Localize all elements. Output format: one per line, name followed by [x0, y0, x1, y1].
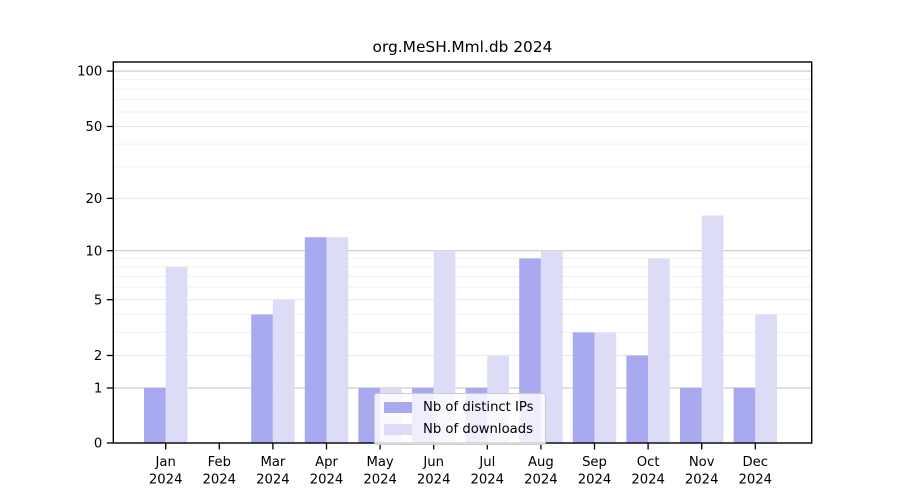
- x-tick-year: 2024: [363, 473, 397, 488]
- bar-downloads-jan: [165, 266, 188, 443]
- x-tick-year: 2024: [685, 473, 719, 488]
- bar-distinct-ips-nov: [680, 387, 702, 443]
- x-tick-label-nov: Nov 2024: [685, 455, 719, 488]
- y-tick-label: 20: [86, 192, 103, 207]
- x-tick-label-may: May 2024: [363, 455, 397, 488]
- x-tick-year: 2024: [310, 473, 344, 488]
- x-tick-label-jul: Jul 2024: [471, 455, 505, 488]
- x-tick-label-dec: Dec 2024: [739, 455, 773, 488]
- x-tick-label-jan: Jan 2024: [149, 455, 183, 488]
- legend-swatch-downloads: [384, 424, 412, 435]
- bar-distinct-ips-mar: [251, 314, 273, 443]
- x-tick-month: May: [366, 455, 393, 470]
- x-tick-month: Nov: [689, 455, 715, 470]
- y-tick-label: 50: [86, 120, 103, 135]
- x-tick-year: 2024: [631, 473, 665, 488]
- x-tick-year: 2024: [524, 473, 558, 488]
- y-tick-label: 1: [94, 382, 102, 397]
- legend-label-distinct-ips: Nb of distinct IPs: [423, 400, 534, 415]
- x-tick-label-oct: Oct 2024: [631, 455, 665, 488]
- x-tick-year: 2024: [256, 473, 290, 488]
- x-tick-month: Oct: [637, 455, 660, 470]
- x-tick-label-mar: Mar 2024: [256, 455, 290, 488]
- bar-downloads-nov: [701, 215, 724, 443]
- x-tick-year: 2024: [578, 473, 612, 488]
- x-tick-month: Feb: [208, 455, 231, 470]
- legend-item-distinct-ips: Nb of distinct IPs: [384, 400, 536, 415]
- x-tick-month: Jan: [155, 455, 176, 470]
- x-tick-month: Apr: [315, 455, 338, 470]
- y-tick-label: 2: [94, 349, 102, 364]
- x-tick-month: Aug: [528, 455, 554, 470]
- x-tick-year: 2024: [471, 473, 505, 488]
- x-tick-year: 2024: [417, 473, 451, 488]
- y-tick-label: 100: [77, 65, 102, 80]
- y-tick-label: 10: [86, 244, 103, 259]
- legend-item-downloads: Nb of downloads: [384, 422, 536, 437]
- bar-downloads-oct: [648, 258, 670, 443]
- x-tick-month: Dec: [743, 455, 769, 470]
- x-tick-label-apr: Apr 2024: [310, 455, 344, 488]
- x-tick-month: Jun: [422, 455, 444, 470]
- bar-distinct-ips-jan: [144, 387, 166, 443]
- bar-distinct-ips-sep: [572, 332, 595, 443]
- legend-swatch-distinct-ips: [384, 402, 412, 413]
- legend-label-downloads: Nb of downloads: [423, 422, 533, 437]
- x-tick-month: Sep: [582, 455, 607, 470]
- bar-downloads-aug: [540, 250, 563, 443]
- chart-legend: Nb of distinct IPs Nb of downloads: [374, 393, 546, 445]
- x-tick-label-feb: Feb 2024: [203, 455, 237, 488]
- bar-distinct-ips-apr: [304, 237, 327, 443]
- bar-downloads-mar: [272, 299, 295, 443]
- bar-downloads-sep: [594, 332, 617, 443]
- x-tick-label-aug: Aug 2024: [524, 455, 558, 488]
- y-tick-label: 5: [94, 293, 102, 308]
- x-tick-year: 2024: [739, 473, 773, 488]
- x-tick-label-jun: Jun 2024: [417, 455, 451, 488]
- bar-downloads-dec: [755, 314, 777, 443]
- chart-title: org.MeSH.Mml.db 2024: [373, 38, 553, 56]
- y-tick-label: 0: [94, 437, 102, 452]
- x-tick-label-sep: Sep 2024: [578, 455, 612, 488]
- x-tick-year: 2024: [203, 473, 237, 488]
- x-tick-year: 2024: [149, 473, 183, 488]
- bar-distinct-ips-dec: [733, 387, 756, 443]
- bar-distinct-ips-oct: [626, 355, 649, 443]
- bar-downloads-apr: [326, 237, 349, 443]
- x-tick-month: Jul: [478, 455, 495, 470]
- x-tick-month: Mar: [260, 455, 285, 470]
